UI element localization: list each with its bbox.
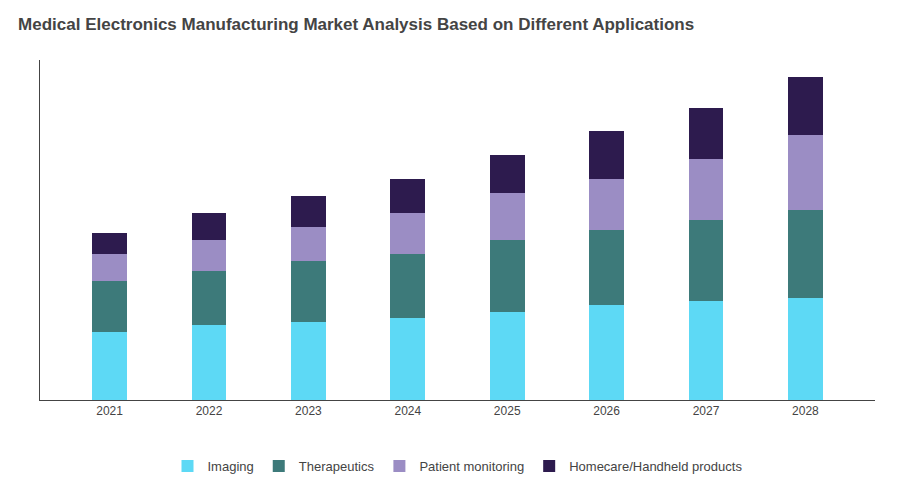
svg-text:2023: 2023 bbox=[295, 404, 322, 418]
svg-text:2022: 2022 bbox=[196, 404, 223, 418]
svg-text:Imaging: Imaging bbox=[208, 459, 254, 474]
svg-text:2028: 2028 bbox=[792, 404, 819, 418]
svg-text:2027: 2027 bbox=[693, 404, 720, 418]
svg-text:2025: 2025 bbox=[494, 404, 521, 418]
svg-text:Homecare/Handheld products: Homecare/Handheld products bbox=[569, 459, 742, 474]
svg-text:2024: 2024 bbox=[394, 404, 421, 418]
svg-text:Therapeutics: Therapeutics bbox=[299, 459, 375, 474]
svg-text:Medical Electronics Manufactur: Medical Electronics Manufacturing Market… bbox=[18, 15, 694, 34]
svg-text:Patient monitoring: Patient monitoring bbox=[419, 459, 524, 474]
svg-text:2021: 2021 bbox=[96, 404, 123, 418]
svg-text:2026: 2026 bbox=[593, 404, 620, 418]
